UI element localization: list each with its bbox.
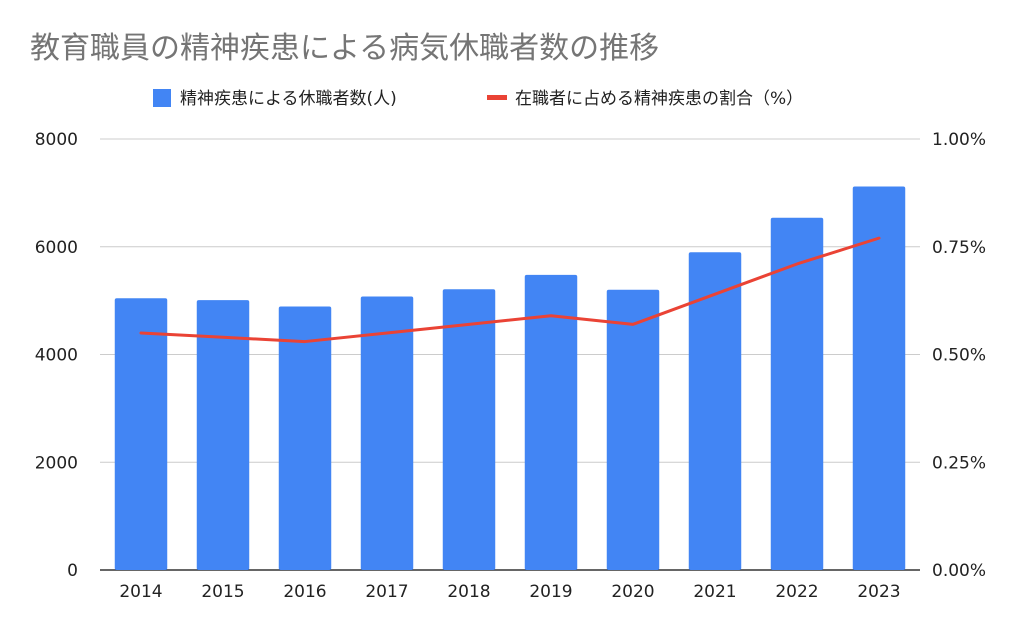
bar-series [114,186,906,571]
left-axis-ticks: 0 2000 4000 6000 8000 [35,130,78,581]
right-axis-tick-label: 0.25% [932,453,986,473]
legend: 精神疾患による休職者数(人) 在職者に占める精神疾患の割合（%） [153,89,803,109]
left-axis-tick-label: 4000 [35,346,78,366]
bar-2021 [688,252,742,570]
bar-2014 [114,298,168,570]
x-axis-tick-label: 2016 [283,582,326,602]
bar-2022 [770,217,824,571]
chart-title: 教育職員の精神疾患による病気休職者数の推移 [30,31,659,66]
right-axis-tick-label: 0.50% [932,346,986,366]
bar-2020 [606,289,660,570]
left-axis-tick-label: 8000 [35,130,78,150]
bar-2017 [360,296,414,570]
x-axis-tick-label: 2014 [119,582,162,602]
legend-label-line: 在職者に占める精神疾患の割合（%） [515,89,803,109]
x-axis-tick-label: 2021 [693,582,736,602]
bar-2019 [524,274,578,570]
right-axis-tick-label: 0.00% [932,561,986,581]
x-axis-tick-label: 2018 [447,582,490,602]
bar-2018 [442,289,496,570]
x-axis-ticks: 2014 2015 2016 2017 2018 2019 2020 2021 2022 2023 [119,582,900,602]
x-axis-tick-label: 2017 [365,582,408,602]
bar-2015 [196,300,250,570]
ratio-line [139,236,881,344]
bar-2023 [852,186,906,571]
right-axis-ticks: 0.00% 0.25% 0.50% 0.75% 1.00% [932,130,986,581]
legend-label-bars: 精神疾患による休職者数(人) [180,89,397,109]
left-axis-tick-label: 6000 [35,238,78,258]
x-axis-tick-label: 2015 [201,582,244,602]
right-axis-tick-label: 1.00% [932,130,986,150]
legend-swatch-line [487,95,507,100]
x-axis-tick-label: 2023 [857,582,900,602]
x-axis-tick-label: 2022 [775,582,818,602]
line-series [139,236,881,344]
bar-2016 [278,306,332,570]
legend-swatch-bars [153,89,171,107]
x-axis-tick-label: 2020 [611,582,654,602]
right-axis-tick-label: 0.75% [932,238,986,258]
x-axis-tick-label: 2019 [529,582,572,602]
left-axis-tick-label: 0 [67,561,78,581]
left-axis-tick-label: 2000 [35,453,78,473]
